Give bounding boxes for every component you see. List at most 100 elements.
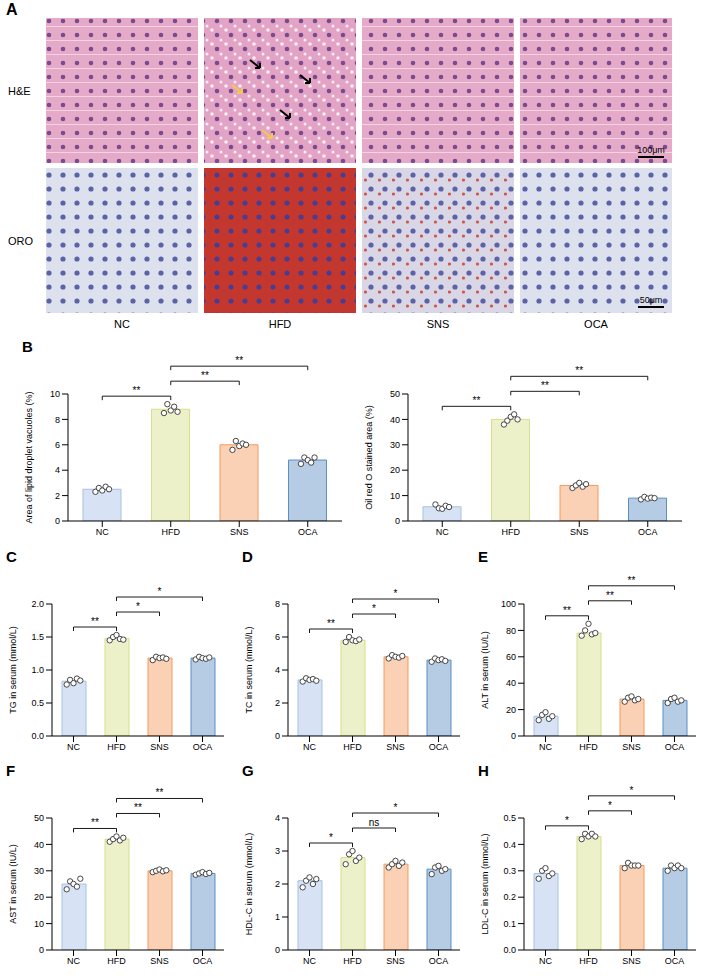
svg-text:OCA: OCA [298, 527, 318, 537]
svg-text:NC: NC [303, 956, 316, 966]
svg-text:1.0: 1.0 [31, 665, 44, 675]
svg-text:OCA: OCA [584, 318, 609, 330]
svg-text:**: ** [235, 355, 243, 366]
svg-text:SNS: SNS [570, 527, 589, 537]
svg-text:TG in serum (mmol/L): TG in serum (mmol/L) [8, 626, 18, 714]
svg-text:HDL-C in serum (mmol/L): HDL-C in serum (mmol/L) [244, 833, 254, 936]
svg-text:H&E: H&E [8, 85, 31, 97]
svg-text:Oil red O stained area (%): Oil red O stained area (%) [364, 405, 374, 510]
svg-text:*: * [158, 586, 162, 597]
svg-text:0: 0 [511, 731, 516, 741]
svg-text:*: * [630, 785, 634, 796]
svg-text:LDL-C in serum (mmol/L): LDL-C in serum (mmol/L) [480, 833, 490, 934]
svg-text:OCA: OCA [665, 956, 685, 966]
svg-text:SNS: SNS [622, 742, 641, 752]
svg-text:SNS: SNS [622, 956, 641, 966]
svg-text:10: 10 [390, 491, 400, 501]
svg-text:*: * [608, 800, 612, 811]
svg-text:*: * [136, 601, 140, 612]
svg-text:0.0: 0.0 [31, 731, 44, 741]
svg-text:SNS: SNS [386, 742, 405, 752]
svg-text:HFD: HFD [502, 527, 521, 537]
svg-text:20: 20 [390, 465, 400, 475]
svg-text:*: * [329, 832, 333, 843]
svg-text:HFD: HFD [269, 318, 292, 330]
svg-text:*: * [394, 802, 398, 813]
svg-text:OCA: OCA [193, 956, 213, 966]
svg-text:**: ** [133, 385, 141, 396]
svg-text:60: 60 [506, 652, 516, 662]
svg-text:6: 6 [275, 632, 280, 642]
svg-text:SNS: SNS [230, 527, 249, 537]
svg-text:NC: NC [67, 956, 80, 966]
svg-text:2: 2 [275, 879, 280, 889]
svg-text:20: 20 [506, 705, 516, 715]
svg-text:0: 0 [275, 731, 280, 741]
svg-text:NC: NC [539, 742, 552, 752]
svg-text:0.0: 0.0 [503, 945, 516, 955]
svg-text:50: 50 [34, 813, 44, 823]
svg-text:HFD: HFD [162, 527, 181, 537]
svg-text:AST in serum (IU/L): AST in serum (IU/L) [8, 844, 18, 923]
svg-text:HFD: HFD [107, 956, 126, 966]
svg-text:Area of lipid droplet vacuoles: Area of lipid droplet vacuoles (%) [24, 391, 34, 523]
svg-text:NC: NC [539, 956, 552, 966]
svg-text:NC: NC [114, 318, 130, 330]
svg-text:OCA: OCA [638, 527, 658, 537]
svg-text:ns: ns [369, 817, 380, 828]
svg-text:10: 10 [34, 919, 44, 929]
svg-text:NC: NC [303, 742, 316, 752]
svg-text:HFD: HFD [107, 742, 126, 752]
svg-text:40: 40 [506, 678, 516, 688]
svg-text:0: 0 [275, 945, 280, 955]
svg-text:A: A [6, 1, 18, 18]
svg-text:*: * [565, 815, 569, 826]
svg-text:40: 40 [390, 415, 400, 425]
svg-text:**: ** [541, 380, 549, 391]
svg-text:2.0: 2.0 [31, 599, 44, 609]
svg-text:**: ** [134, 802, 142, 813]
svg-text:HFD: HFD [579, 956, 598, 966]
svg-text:8: 8 [275, 599, 280, 609]
svg-text:**: ** [606, 590, 614, 601]
svg-text:30: 30 [390, 440, 400, 450]
svg-text:NC: NC [67, 742, 80, 752]
svg-text:OCA: OCA [665, 742, 685, 752]
svg-text:SNS: SNS [150, 956, 169, 966]
svg-text:SNS: SNS [386, 956, 405, 966]
svg-text:*: * [394, 588, 398, 599]
svg-text:**: ** [473, 395, 481, 406]
svg-text:ORO: ORO [8, 235, 34, 247]
svg-text:3: 3 [275, 846, 280, 856]
svg-text:SNS: SNS [427, 318, 450, 330]
svg-text:0.2: 0.2 [503, 892, 516, 902]
svg-text:0: 0 [55, 516, 60, 526]
svg-text:10: 10 [50, 389, 60, 399]
svg-text:**: ** [628, 575, 636, 586]
svg-text:4: 4 [275, 813, 280, 823]
svg-text:6: 6 [55, 440, 60, 450]
svg-text:TC in serum (mmol/L): TC in serum (mmol/L) [244, 626, 254, 713]
svg-text:40: 40 [34, 840, 44, 850]
svg-text:100μm: 100μm [637, 145, 665, 155]
svg-text:**: ** [156, 787, 164, 798]
svg-text:**: ** [201, 370, 209, 381]
svg-text:**: ** [327, 618, 335, 629]
svg-text:0: 0 [395, 516, 400, 526]
svg-text:8: 8 [55, 415, 60, 425]
svg-text:20: 20 [34, 892, 44, 902]
svg-text:NC: NC [436, 527, 449, 537]
svg-text:4: 4 [275, 665, 280, 675]
svg-text:**: ** [575, 365, 583, 376]
svg-text:HFD: HFD [343, 742, 362, 752]
svg-text:0.5: 0.5 [31, 698, 44, 708]
svg-text:4: 4 [55, 465, 60, 475]
svg-text:0: 0 [39, 945, 44, 955]
svg-text:**: ** [563, 605, 571, 616]
svg-text:HFD: HFD [579, 742, 598, 752]
svg-text:100: 100 [501, 599, 516, 609]
svg-text:80: 80 [506, 626, 516, 636]
svg-text:**: ** [91, 817, 99, 828]
svg-text:*: * [372, 603, 376, 614]
svg-text:**: ** [91, 616, 99, 627]
